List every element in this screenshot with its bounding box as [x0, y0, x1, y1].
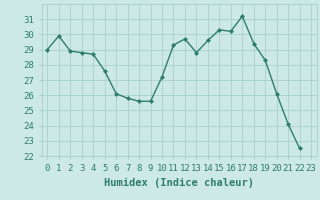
- X-axis label: Humidex (Indice chaleur): Humidex (Indice chaleur): [104, 178, 254, 188]
